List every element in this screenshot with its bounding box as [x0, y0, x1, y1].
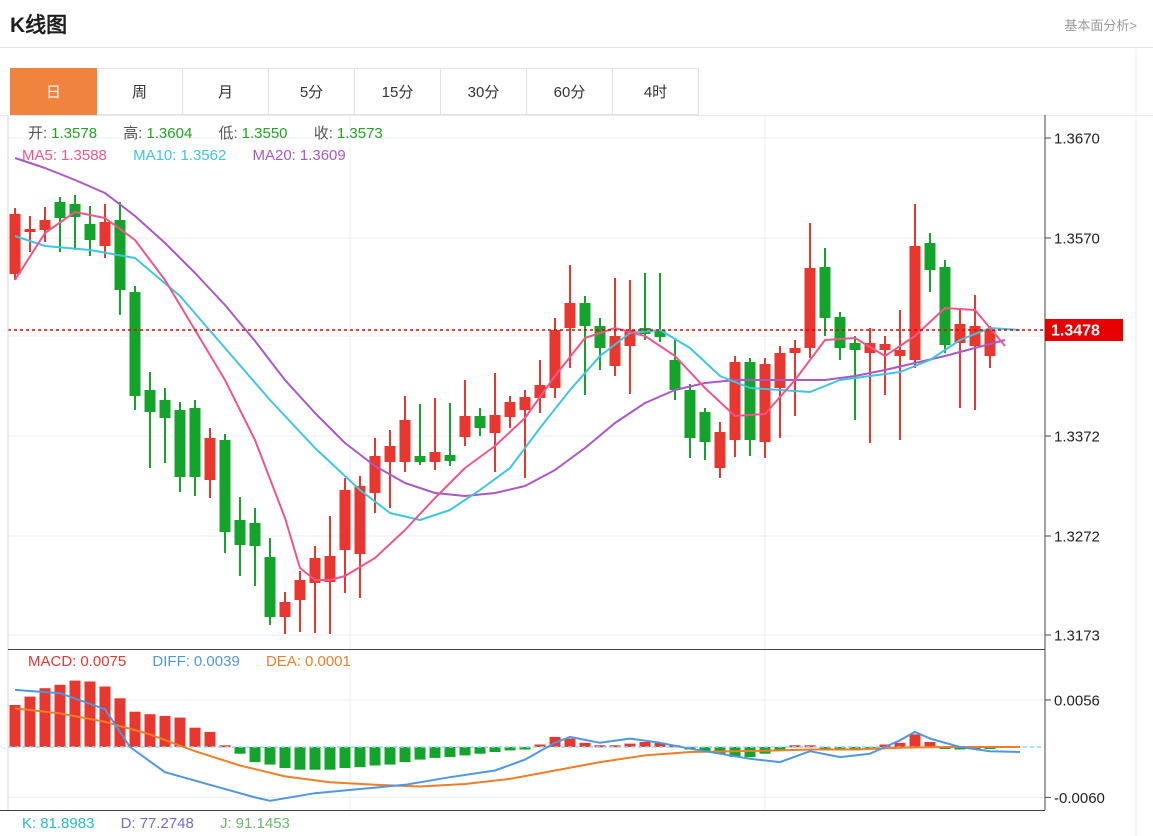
- svg-text:1.3173: 1.3173: [1054, 628, 1100, 645]
- tab-4hour[interactable]: 4时: [612, 68, 699, 115]
- tab-week[interactable]: 周: [96, 68, 183, 115]
- fundamental-analysis-link[interactable]: 基本面分析>: [1064, 18, 1137, 33]
- tab-30min[interactable]: 30分: [440, 68, 527, 115]
- svg-text:1.3372: 1.3372: [1054, 429, 1100, 446]
- macd-legend: MACD: 0.0075 DIFF: 0.0039 DEA: 0.0001: [28, 653, 373, 670]
- tab-15min[interactable]: 15分: [354, 68, 441, 115]
- ma10-value: MA10: 1.3562: [133, 147, 227, 164]
- period-tabs: 日 周 月 5分 15分 30分 60分 4时: [10, 68, 699, 115]
- svg-text:1.3570: 1.3570: [1054, 231, 1100, 248]
- tab-month[interactable]: 月: [182, 68, 269, 115]
- ma-legend: MA5: 1.3588 MA10: 1.3562 MA20: 1.3609: [22, 147, 368, 164]
- page-header: K线图 基本面分析>: [0, 0, 1153, 48]
- k-value: K: 81.8983: [22, 815, 95, 832]
- j-value: J: 91.1453: [220, 815, 290, 832]
- macd-value: MACD: 0.0075: [28, 653, 127, 670]
- kdj-legend: K: 81.8983 D: 77.2748 J: 91.1453: [22, 815, 312, 832]
- d-value: D: 77.2748: [120, 815, 194, 832]
- svg-text:0.0056: 0.0056: [1054, 693, 1100, 710]
- ohlc-legend: 开: 1.3578 高: 1.3604 低: 1.3550 收: 1.3573: [28, 122, 405, 143]
- open-value: 开: 1.3578: [28, 125, 98, 142]
- svg-text:1.3272: 1.3272: [1054, 529, 1100, 546]
- svg-text:1.3478: 1.3478: [1051, 323, 1100, 340]
- high-value: 高: 1.3604: [123, 125, 193, 142]
- chart-top-border: [0, 115, 1153, 116]
- svg-text:-0.0060: -0.0060: [1054, 790, 1105, 807]
- diff-value: DIFF: 0.0039: [152, 653, 240, 670]
- ma5-value: MA5: 1.3588: [22, 147, 107, 164]
- tab-day[interactable]: 日: [10, 68, 97, 115]
- tab-5min[interactable]: 5分: [268, 68, 355, 115]
- close-value: 收: 1.3573: [313, 125, 383, 142]
- tab-60min[interactable]: 60分: [526, 68, 613, 115]
- dea-value: DEA: 0.0001: [265, 653, 351, 670]
- page-title: K线图: [10, 14, 68, 37]
- low-value: 低: 1.3550: [218, 125, 288, 142]
- ma20-value: MA20: 1.3609: [252, 147, 346, 164]
- svg-text:1.3670: 1.3670: [1054, 131, 1100, 148]
